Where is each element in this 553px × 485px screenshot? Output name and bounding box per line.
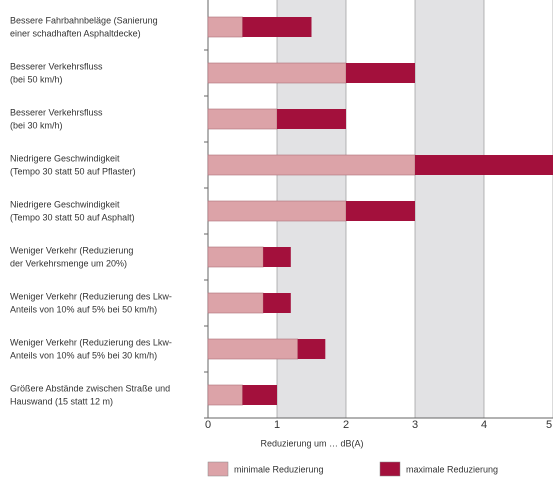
- y-tick-label: Niedrigere Geschwindigkeit: [10, 153, 120, 163]
- y-tick-label: Bessere Fahrbahnbeläge (Sanierung: [10, 15, 158, 25]
- bar-max: [263, 293, 291, 313]
- bar-max: [242, 17, 312, 37]
- y-tick-label: Weniger Verkehr (Reduzierung: [10, 245, 133, 255]
- legend-swatch: [379, 461, 401, 477]
- x-axis-label: Reduzierung um … dB(A): [260, 438, 363, 448]
- y-tick-label: Besserer Verkehrsfluss: [10, 61, 103, 71]
- y-tick-label: Anteils von 10% auf 5% bei 30 km/h): [10, 350, 157, 360]
- y-tick-label: (Tempo 30 statt 50 auf Asphalt): [10, 212, 135, 222]
- legend-label: minimale Reduzierung: [234, 464, 324, 474]
- bar-min: [207, 16, 243, 38]
- bar-max: [346, 63, 415, 83]
- y-tick-label: Niedrigere Geschwindigkeit: [10, 199, 120, 209]
- bar-min: [207, 108, 278, 130]
- x-tick-label: 5: [546, 419, 552, 431]
- bar-min: [207, 200, 347, 222]
- bar-min: [207, 62, 347, 84]
- bar-min: [207, 384, 243, 406]
- y-tick-label: Anteils von 10% auf 5% bei 50 km/h): [10, 304, 157, 314]
- y-tick-label: Besserer Verkehrsfluss: [10, 107, 103, 117]
- x-tick-label: 2: [343, 419, 349, 431]
- y-tick-label: Größere Abstände zwischen Straße und: [10, 383, 170, 393]
- y-tick-label: (Tempo 30 statt 50 auf Pflaster): [10, 166, 136, 176]
- y-tick-label: Weniger Verkehr (Reduzierung des Lkw-: [10, 337, 172, 347]
- bar-max: [415, 155, 553, 175]
- bar-max: [346, 201, 415, 221]
- bar-max: [263, 247, 291, 267]
- bar-min: [207, 154, 416, 176]
- y-tick-label: (bei 30 km/h): [10, 120, 63, 130]
- bar-max: [297, 339, 326, 359]
- y-tick-label: einer schadhaften Asphaltdecke): [10, 28, 141, 38]
- bar-min: [207, 338, 298, 360]
- x-tick-label: 3: [412, 419, 418, 431]
- shaded-band: [415, 0, 484, 418]
- legend-swatch: [207, 461, 229, 477]
- y-tick-label: Weniger Verkehr (Reduzierung des Lkw-: [10, 291, 172, 301]
- x-tick-label: 4: [481, 419, 487, 431]
- y-tick-label: (bei 50 km/h): [10, 74, 63, 84]
- x-tick-label: 1: [274, 419, 280, 431]
- bar-max: [242, 385, 277, 405]
- bar-min: [207, 292, 264, 314]
- bar-max: [277, 109, 346, 129]
- bar-min: [207, 246, 264, 268]
- y-tick-label: Hauswand (15 statt 12 m): [10, 396, 113, 406]
- x-tick-label: 0: [205, 419, 211, 431]
- y-tick-label: der Verkehrsmenge um 20%): [10, 258, 127, 268]
- legend-label: maximale Reduzierung: [406, 464, 498, 474]
